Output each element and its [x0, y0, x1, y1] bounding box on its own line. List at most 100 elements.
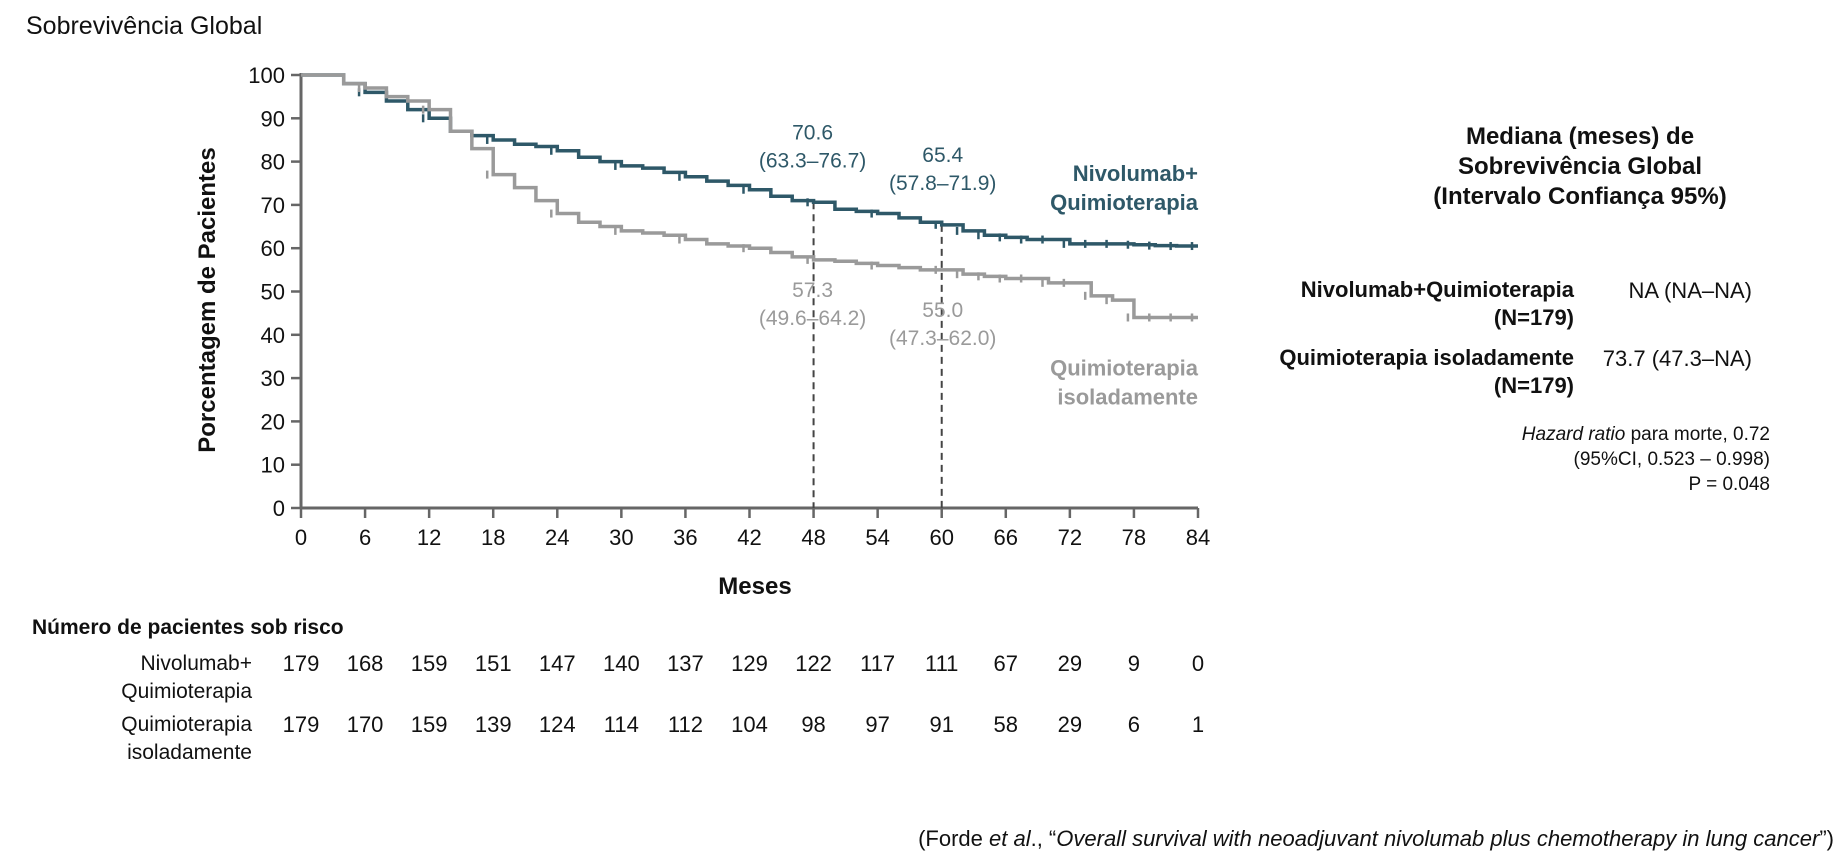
series-label: Quimioterapia — [1050, 190, 1199, 215]
risk-cell: 159 — [410, 712, 448, 737]
risk-cell: 97 — [865, 712, 890, 737]
x-tick-label: 48 — [801, 525, 825, 550]
risk-cell: 112 — [667, 712, 703, 737]
median-title-line: Sobrevivência Global — [1457, 153, 1703, 180]
series-label: isoladamente — [1057, 384, 1198, 409]
y-tick-label: 30 — [261, 366, 285, 391]
axes: 0 10 20 30 40 50 60 70 80 90 100 0 6 12 18 24 30 36 42 48 54… — [248, 63, 1210, 550]
value-annotation: (63.3–76.7) — [759, 149, 866, 172]
risk-cell: 139 — [474, 712, 512, 737]
risk-cell: 9 — [1127, 651, 1141, 676]
median-row-name: Quimioterapia isoladamente (N=179) — [1234, 344, 1574, 400]
series-label: Quimioterapia — [1050, 355, 1199, 380]
y-tick-label: 20 — [261, 409, 285, 434]
y-tick-label: 60 — [261, 236, 285, 261]
value-annotation: (57.8–71.9) — [889, 172, 996, 195]
citation-middle: ., “ — [1030, 826, 1057, 851]
x-tick-label: 54 — [865, 525, 889, 550]
value-annotation: 57.3 — [792, 279, 833, 302]
y-tick-label: 100 — [248, 63, 285, 88]
value-annotation: 70.6 — [792, 121, 833, 144]
x-tick-label: 18 — [481, 525, 505, 550]
y-axis-title: Porcentagem de Pacientes — [194, 147, 221, 452]
risk-cell: 159 — [410, 651, 448, 676]
risk-cell: 170 — [346, 712, 384, 737]
x-tick-label: 36 — [673, 525, 697, 550]
x-tick-label: 84 — [1186, 525, 1210, 550]
risk-row-label: Quimioterapia isoladamente — [27, 711, 252, 767]
value-annotation: 55.0 — [922, 299, 963, 322]
risk-cell: 129 — [731, 651, 768, 676]
risk-cell: 151 — [474, 651, 512, 676]
y-tick-label: 40 — [261, 323, 285, 348]
x-tick-label: 12 — [417, 525, 441, 550]
risk-row-label-line: isoladamente — [127, 741, 252, 764]
y-tick-label: 0 — [273, 496, 285, 521]
median-title-line: Mediana (meses) de — [1465, 123, 1695, 150]
p-value: P = 0.048 — [1688, 474, 1770, 495]
median-row-name-line: Nivolumab+Quimioterapia — [1300, 277, 1574, 302]
hazard-ratio-note: Hazard ratio para morte, 0.72 (95%CI, 0.… — [1370, 422, 1770, 497]
citation-title: Overall survival with neoadjuvant nivolu… — [1056, 826, 1820, 851]
risk-row-label: Nivolumab+ Quimioterapia — [27, 650, 252, 706]
risk-cell: 179 — [282, 712, 320, 737]
x-tick-label: 66 — [994, 525, 1018, 550]
risk-cell: 117 — [860, 651, 896, 676]
risk-cell: 168 — [346, 651, 384, 676]
series-line-1 — [301, 73, 1198, 320]
x-tick-label: 30 — [609, 525, 633, 550]
y-tick-label: 10 — [261, 453, 285, 478]
citation-suffix: ”) — [1819, 826, 1834, 851]
median-row-name-line: (N=179) — [1493, 305, 1574, 330]
median-row-name-line: (N=179) — [1493, 373, 1574, 398]
risk-row-label-line: Quimioterapia — [121, 680, 252, 703]
y-tick-label: 50 — [261, 280, 285, 305]
risk-cell: 179 — [282, 651, 320, 676]
annotations: 70.6 (63.3–76.7) 65.4 (57.8–71.9) 57.3 (49.6–… — [759, 121, 997, 350]
median-panel-title: Mediana (meses) de Sobrevivência Global (I… — [1390, 122, 1770, 212]
x-tick-label: 60 — [929, 525, 953, 550]
risk-cell: 111 — [924, 651, 959, 676]
median-row-value: NA (NA–NA) — [1628, 278, 1752, 303]
risk-row-label-line: Nivolumab+ — [140, 652, 252, 675]
risk-cell: 91 — [929, 712, 954, 737]
x-tick-label: 42 — [737, 525, 761, 550]
y-tick-label: 90 — [261, 106, 285, 131]
value-annotation: (47.3–62.0) — [889, 327, 996, 350]
risk-cell: 6 — [1127, 712, 1141, 737]
risk-cell: 29 — [1057, 712, 1083, 737]
citation: (Forde et al., “Overall survival with ne… — [918, 826, 1834, 852]
risk-cell: 122 — [795, 651, 832, 676]
risk-table-title: Número de pacientes sob risco — [32, 616, 344, 639]
hazard-ratio-label: Hazard ratio — [1521, 424, 1626, 445]
x-tick-label: 6 — [359, 525, 371, 550]
risk-cell: 0 — [1191, 651, 1205, 676]
median-title-line: (Intervalo Confiança 95%) — [1433, 183, 1727, 210]
x-axis-title: Meses — [718, 573, 791, 600]
median-row-name: Nivolumab+Quimioterapia (N=179) — [1234, 276, 1574, 332]
page-title: Sobrevivência Global — [26, 12, 263, 40]
series-curves: Nivolumab+ Quimioterapia Quimioterapia isol… — [301, 73, 1199, 409]
risk-cell: 67 — [993, 651, 1019, 676]
hazard-ratio-line: Hazard ratio para morte, 0.72 — [1370, 422, 1770, 447]
citation-prefix: (Forde — [918, 826, 989, 851]
y-tick-label: 80 — [261, 150, 285, 175]
median-row-name-line: Quimioterapia isoladamente — [1279, 345, 1574, 370]
confidence-interval: (95%CI, 0.523 – 0.998) — [1573, 449, 1770, 470]
value-annotation: (49.6–64.2) — [759, 307, 866, 330]
value-annotation: 65.4 — [922, 144, 963, 167]
risk-cell: 114 — [603, 712, 639, 737]
x-tick-label: 0 — [295, 525, 307, 550]
risk-row-label-line: Quimioterapia — [121, 713, 252, 736]
risk-cell: 98 — [801, 712, 826, 737]
y-tick-label: 70 — [261, 193, 285, 218]
x-tick-label: 78 — [1122, 525, 1146, 550]
x-tick-label: 24 — [545, 525, 569, 550]
series-line-0 — [301, 73, 1198, 248]
risk-cell: 1 — [1191, 712, 1205, 737]
risk-cell: 124 — [538, 712, 576, 737]
citation-etal: et al — [989, 826, 1031, 851]
risk-cell: 147 — [538, 651, 576, 676]
hazard-ratio-value: para morte, 0.72 — [1625, 424, 1770, 445]
